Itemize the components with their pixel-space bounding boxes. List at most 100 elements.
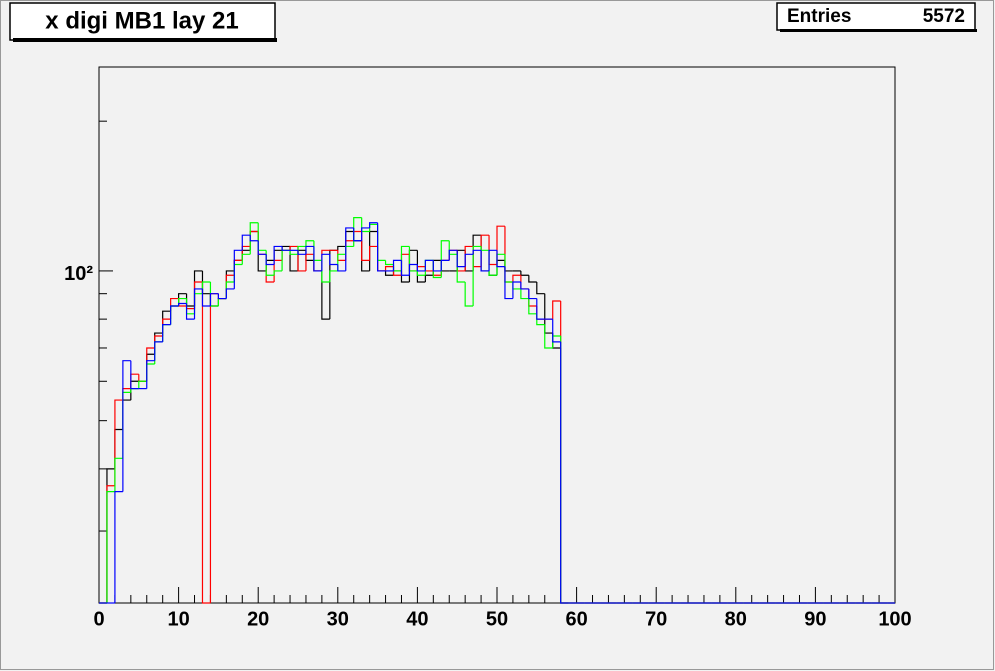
histogram-bin — [273, 270, 283, 276]
histogram-bin — [217, 293, 227, 300]
histogram-bin — [464, 253, 474, 267]
histogram-bin — [353, 227, 362, 242]
histogram-bin — [512, 274, 521, 283]
histogram-bin — [114, 457, 123, 492]
histogram-bin — [106, 491, 115, 603]
histogram-bin — [146, 360, 155, 389]
histogram-bin — [480, 250, 490, 272]
histogram-bin — [488, 249, 497, 271]
stats-label: Entries — [787, 6, 851, 27]
histogram-bin — [130, 360, 139, 390]
histogram-bin — [249, 222, 259, 255]
histogram-bin — [464, 282, 474, 307]
histogram-bin — [520, 282, 529, 290]
histogram-bin — [416, 250, 426, 283]
histogram-bin — [504, 266, 513, 300]
histogram-bin — [233, 249, 243, 289]
histogram-bin — [369, 222, 378, 228]
histogram-bin — [392, 259, 402, 271]
x-tick-label: 0 — [93, 608, 104, 630]
histogram-bin — [337, 264, 346, 272]
histogram-bin — [384, 270, 394, 276]
x-tick-label: 60 — [565, 608, 587, 630]
x-tick-label: 90 — [804, 608, 826, 630]
histogram-bin — [193, 288, 203, 320]
y-tick-label: 10² — [64, 263, 93, 285]
histogram-bin — [321, 253, 330, 271]
histogram-bin — [361, 227, 370, 241]
x-tick-label: 100 — [878, 608, 911, 630]
plot-frame — [98, 66, 896, 604]
histogram-bin — [154, 341, 163, 361]
histogram-bin — [520, 288, 529, 300]
histogram-bin — [114, 491, 123, 603]
histogram-bin — [416, 270, 426, 276]
histogram-bin — [560, 341, 569, 604]
x-tick-label: 70 — [645, 608, 667, 630]
histogram-bin — [313, 246, 322, 272]
histogram-bin — [345, 227, 354, 271]
x-tick-label: 80 — [725, 608, 747, 630]
x-tick-label: 10 — [167, 608, 189, 630]
histogram-bin — [337, 245, 346, 251]
histogram-bin — [528, 275, 537, 283]
title-shadow — [13, 38, 277, 42]
histogram-bin — [408, 263, 418, 276]
stats-shadow — [780, 29, 977, 32]
histogram-bin — [289, 250, 298, 255]
histogram-bin — [536, 282, 545, 295]
histogram-bin — [544, 324, 553, 349]
histogram-bin — [552, 319, 561, 343]
histogram-bin — [241, 234, 251, 251]
histogram-bin — [424, 259, 434, 271]
histogram-bin — [472, 245, 482, 307]
histogram-bin — [201, 282, 211, 604]
histogram-bin — [305, 240, 314, 247]
histogram-bin — [162, 323, 171, 342]
histogram-bin — [257, 240, 267, 255]
histogram-bin — [265, 254, 275, 266]
title-box — [9, 2, 276, 41]
x-tick-label: 50 — [486, 608, 508, 630]
histogram-bin — [416, 264, 426, 272]
histogram-bin — [432, 260, 442, 272]
x-tick-label: 40 — [406, 608, 428, 630]
stats-value: 5572 — [923, 6, 965, 27]
histogram-bin — [496, 250, 505, 268]
histogram-bin — [170, 305, 179, 325]
chart-title: x digi MB1 lay 21 — [45, 7, 238, 34]
histogram-bin — [528, 288, 537, 300]
histogram-bin — [536, 298, 545, 320]
histogram-bin — [369, 245, 378, 261]
histogram-bin — [114, 399, 123, 486]
histogram-bin — [384, 260, 394, 266]
histogram-bin — [512, 281, 521, 299]
histogram-bin — [440, 259, 450, 271]
histogram-bin — [138, 380, 147, 389]
histogram-bin — [528, 298, 537, 315]
histogram-bin — [201, 288, 211, 307]
histogram-bin — [305, 245, 314, 255]
histogram-bin — [297, 250, 306, 255]
histogram-bin — [329, 270, 338, 283]
histogram-bin — [377, 222, 386, 272]
histogram-bin — [209, 293, 219, 307]
histogram-bin — [122, 360, 131, 492]
histogram-bin — [178, 302, 187, 307]
histogram-bin — [249, 235, 259, 242]
histogram-bin — [400, 260, 410, 276]
histogram-bin — [329, 254, 338, 266]
histogram-bin — [289, 245, 298, 251]
histogram-bin — [281, 246, 291, 251]
histogram-bin — [384, 266, 394, 271]
histogram-bin — [225, 288, 235, 299]
x-tick-label: 30 — [327, 608, 349, 630]
histogram-bin — [321, 270, 330, 320]
histogram-bin — [448, 249, 458, 261]
histogram-bin — [241, 253, 251, 265]
histogram-bin — [552, 300, 561, 320]
histogram-bin — [185, 303, 195, 320]
histogram-bin — [456, 250, 466, 268]
histogram-bin — [472, 249, 482, 255]
